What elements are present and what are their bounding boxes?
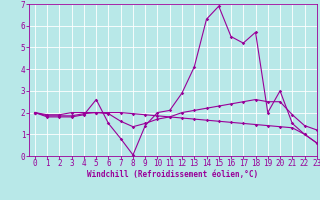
X-axis label: Windchill (Refroidissement éolien,°C): Windchill (Refroidissement éolien,°C) [87,170,258,179]
